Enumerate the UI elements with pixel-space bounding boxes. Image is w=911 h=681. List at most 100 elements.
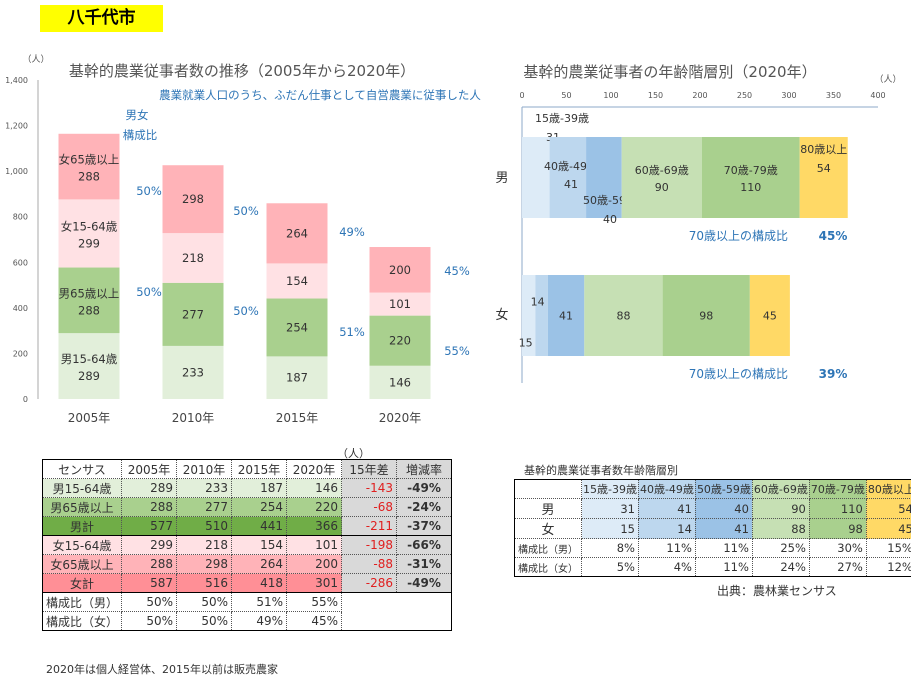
data-label: 88 xyxy=(616,310,630,323)
bar-segment xyxy=(369,247,431,293)
male-ratio-label: 55% xyxy=(444,344,470,358)
segment-category-label: 70歳-79歳 xyxy=(724,164,778,177)
table-cell: 299 xyxy=(121,535,178,555)
data-label: 218 xyxy=(182,251,204,265)
table-cell: 31 xyxy=(581,498,639,519)
age-table: 15歳-39歳 40歳-49歳 50歳-59歳 60歳-69歳 70歳-79歳 80歳以上… xyxy=(514,479,911,577)
table-cell: 418 xyxy=(231,573,288,593)
ratio-value: 45% xyxy=(819,229,848,243)
data-label: 98 xyxy=(699,310,713,323)
table-cell: 587 xyxy=(121,573,178,593)
table-cell: -31% xyxy=(396,554,453,574)
data-label: 288 xyxy=(78,170,100,184)
table-cell: 11% xyxy=(695,557,753,577)
bar-segment xyxy=(162,345,224,399)
bar-segment xyxy=(662,275,750,356)
table-cell: 2015年 xyxy=(231,459,288,479)
segment-category-label: 60歳-69歳 xyxy=(635,164,689,177)
table-cell: 289 xyxy=(121,478,178,498)
table-cell: 577 xyxy=(121,516,178,536)
table-cell: -49% xyxy=(396,478,453,498)
table-cell: 41 xyxy=(638,498,696,519)
table-cell: 298 xyxy=(176,554,233,574)
female-ratio-label: 49% xyxy=(339,225,365,239)
data-label: 154 xyxy=(286,274,308,288)
table-cell: -24% xyxy=(396,497,453,517)
x-tick-label: 400 xyxy=(870,91,885,100)
table-cell: 8% xyxy=(581,538,639,558)
x-tick-label: 150 xyxy=(648,91,663,100)
table-cell: 12% xyxy=(866,557,911,577)
table-cell: 41 xyxy=(695,518,753,539)
empty-cell xyxy=(342,593,452,612)
table-cell: 200 xyxy=(286,554,343,574)
x-tick-label: 2005年 xyxy=(68,411,111,425)
table-cell: 233 xyxy=(176,478,233,498)
bar-segment xyxy=(58,133,120,200)
table-cell: 55% xyxy=(286,592,343,612)
table-cell: 男65歳以上 xyxy=(42,497,123,517)
x-tick-label: 250 xyxy=(737,91,752,100)
male-ratio-label: 51% xyxy=(339,325,365,339)
table-cell: 50% xyxy=(121,592,178,612)
table-cell: 女15-64歳 xyxy=(42,535,123,555)
chart-subtitle: 農業就業人口のうち、ふだん仕事として自営農業に従事した人 xyxy=(159,88,481,102)
bar-segment xyxy=(586,137,622,218)
y-tick-label: 1,400 xyxy=(5,76,28,85)
x-tick-label: 50 xyxy=(561,91,571,100)
bar-segment xyxy=(162,233,224,283)
x-tick-label: 200 xyxy=(692,91,707,100)
bar-segment xyxy=(535,275,548,356)
x-tick-label: 2010年 xyxy=(172,411,215,425)
table-cell: 30% xyxy=(809,538,867,558)
bar-segment xyxy=(549,137,587,218)
table-cell: 11% xyxy=(638,538,696,558)
data-label: 45 xyxy=(763,310,777,323)
male-ratio-label: 50% xyxy=(233,304,259,318)
bar-segment xyxy=(58,333,120,399)
data-label: 299 xyxy=(78,236,100,250)
category-label: 女 xyxy=(495,307,508,323)
data-label: 41 xyxy=(564,178,578,191)
bar-segment xyxy=(621,137,702,218)
table-cell: 50% xyxy=(121,611,178,631)
x-unit: （人） xyxy=(874,74,901,85)
table-row: 男15-64歳 289 233 187 146 -143 -49% xyxy=(42,478,453,498)
y-tick-label: 1,200 xyxy=(5,122,28,131)
table-row: 構成比（男） 50% 50% 51% 55% xyxy=(42,592,452,612)
city-title: 八千代市 xyxy=(40,5,163,32)
table-cell: 516 xyxy=(176,573,233,593)
table-cell: 51% xyxy=(231,592,288,612)
category-label: 男 xyxy=(495,171,508,186)
x-tick-label: 2015年 xyxy=(276,411,319,425)
table-cell: 14 xyxy=(638,518,696,539)
table-cell: 366 xyxy=(286,516,343,536)
data-label: 14 xyxy=(531,296,545,309)
data-label: 90 xyxy=(655,181,669,194)
bar-segment xyxy=(266,263,328,299)
table-cell: 5% xyxy=(581,557,639,577)
table-cell: 60歳-69歳 xyxy=(752,479,810,499)
bar-segment xyxy=(547,275,585,356)
table-cell: -286 xyxy=(341,573,398,593)
segment-category-label: 15歳-39歳 xyxy=(535,112,589,125)
table-cell: 15 xyxy=(581,518,639,539)
footnote: 2020年は個人経営体、2015年以前は販売農家 xyxy=(46,663,278,676)
table-cell: 220 xyxy=(286,497,343,517)
table-cell: 女計 xyxy=(42,573,123,593)
x-tick-label: 0 xyxy=(519,91,524,100)
data-label: 254 xyxy=(286,320,308,334)
data-label: 289 xyxy=(78,369,100,383)
y-tick-label: 200 xyxy=(13,349,28,358)
table-cell: -143 xyxy=(341,478,398,498)
ratio-label: 70歳以上の構成比 xyxy=(689,229,788,243)
table-cell: 288 xyxy=(121,554,178,574)
table-cell: 2005年 xyxy=(121,459,178,479)
table-cell: 2010年 xyxy=(176,459,233,479)
table-cell: -88 xyxy=(341,554,398,574)
table-cell: 構成比（女） xyxy=(42,611,123,631)
table-row: 男65歳以上 288 277 254 220 -68 -24% xyxy=(42,497,453,517)
table-cell: 441 xyxy=(231,516,288,536)
female-ratio-label: 50% xyxy=(233,204,259,218)
bar-segment xyxy=(266,298,328,357)
